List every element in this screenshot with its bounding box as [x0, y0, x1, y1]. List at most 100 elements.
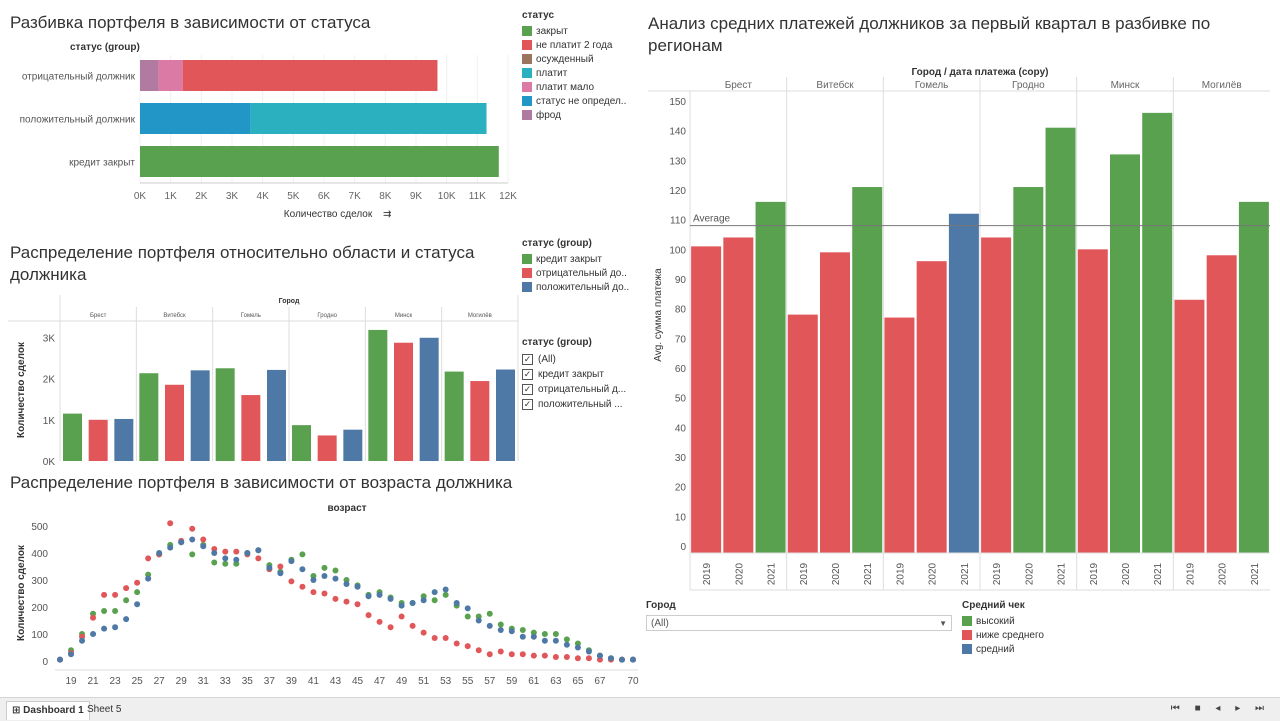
chart2-y-axis-label: Количество сделок — [16, 341, 27, 438]
status-group-legend-label: положительный до.. — [536, 281, 630, 293]
chart1-x-tick: 10K — [438, 191, 456, 202]
grid-icon: ⊞ — [12, 705, 24, 716]
chart3-point — [354, 601, 361, 608]
status-legend-swatch — [522, 40, 532, 50]
chart3-point — [442, 591, 449, 598]
chart3-point — [585, 648, 592, 655]
status-legend-label: осужденный — [536, 53, 594, 65]
chart3-point — [244, 550, 251, 556]
chart4-bar — [1174, 299, 1205, 553]
chart2-bar — [165, 384, 184, 461]
chart4-group-label: Витебск — [816, 79, 854, 91]
chart4-y-tick: 20 — [675, 483, 687, 494]
chart3-point — [607, 655, 614, 662]
chart3-x-tick: 59 — [506, 676, 518, 687]
status-legend-label: закрыт — [536, 25, 568, 37]
chart4-y-tick: 60 — [675, 364, 687, 375]
chart2-y-tick: 3K — [43, 333, 56, 344]
status-group-legend-item[interactable]: положительный до.. — [522, 280, 637, 294]
chart3-point — [178, 539, 185, 546]
age-scatter-chart[interactable]: возраст 0 100 200 300 400 500 19 21 23 25 27 29 31 33 3… — [0, 0, 640, 700]
chart3-point — [530, 633, 537, 640]
status-legend-swatch — [522, 68, 532, 78]
chart3-point — [519, 626, 526, 633]
chart3-point — [112, 591, 119, 598]
chart4-year-label: 2020 — [928, 562, 939, 585]
tab-sheet-5[interactable]: Sheet 5 — [82, 701, 126, 719]
status-group-legend-swatch — [522, 254, 532, 264]
chart3-point — [574, 644, 581, 651]
portfolio-status-bar-chart[interactable]: статус (group) 0K 1K 2K 3K 4K 5K 6K 7K 8K 9K 10K 11K… — [0, 0, 640, 240]
chart3-point — [563, 641, 570, 648]
chart3-x-tick: 19 — [65, 676, 77, 687]
chart3-point — [630, 656, 636, 663]
chart2-y-tick: 0K — [43, 457, 56, 468]
avg-check-legend-label: средний — [976, 643, 1015, 655]
chart1-bar-segment — [182, 60, 438, 91]
chart3-point — [321, 590, 328, 597]
status-legend-item[interactable]: статус не определ.. — [522, 94, 632, 108]
status-filter-option[interactable]: ✓ (All) — [522, 352, 637, 367]
chart3-point — [552, 653, 559, 660]
status-group-legend-item[interactable]: отрицательный до.. — [522, 266, 637, 280]
status-legend-item[interactable]: закрыт — [522, 24, 632, 38]
chart4-y-tick: 130 — [669, 156, 686, 167]
sheet-navigation-icons[interactable]: ⏮ ■ ◂ ▸ ⏭ — [1170, 703, 1270, 714]
chart3-point — [134, 579, 141, 586]
chart1-x-tick: 1K — [165, 191, 178, 202]
chart3-point — [486, 622, 493, 629]
chart3-point — [288, 558, 295, 565]
checkbox-icon[interactable]: ✓ — [522, 399, 533, 410]
status-legend-item[interactable]: платит — [522, 66, 632, 80]
chart3-x-tick: 39 — [286, 676, 298, 687]
chart3-point — [277, 563, 284, 570]
chart4-bar — [852, 187, 883, 554]
checkbox-icon[interactable]: ✓ — [522, 354, 533, 365]
chart3-point — [387, 624, 394, 631]
chart3-point — [134, 589, 141, 596]
status-group-legend-swatch — [522, 268, 532, 278]
avg-check-legend-item[interactable]: средний — [962, 642, 1082, 656]
status-legend-item[interactable]: фрод — [522, 108, 632, 122]
chart4-year-label: 2021 — [767, 562, 778, 585]
checkbox-icon[interactable]: ✓ — [522, 369, 533, 380]
avg-check-legend-label: высокий — [976, 615, 1015, 627]
status-legend-item[interactable]: не платит 2 года — [522, 38, 632, 52]
chart3-point — [222, 555, 229, 562]
chart3-point — [112, 624, 119, 631]
status-group-legend-item[interactable]: кредит закрыт — [522, 252, 637, 266]
chart4-bar — [916, 261, 947, 553]
chart4-group-label: Минск — [1111, 80, 1140, 91]
avg-check-legend-item[interactable]: ниже среднего — [962, 628, 1082, 642]
chart2-group-label: Брест — [90, 313, 107, 319]
status-filter-option[interactable]: ✓ кредит закрыт — [522, 367, 637, 382]
status-legend-swatch — [522, 82, 532, 92]
chart4-group-label: Могилёв — [1202, 80, 1242, 91]
chart3-point — [299, 583, 306, 590]
avg-check-legend-swatch — [962, 630, 972, 640]
chart3-point — [321, 564, 328, 571]
chart4-bar — [1013, 187, 1044, 554]
chart1-x-tick: 7K — [349, 191, 362, 202]
chart3-point — [618, 656, 625, 663]
chart2-bar — [368, 329, 388, 461]
avg-check-legend-item[interactable]: высокий — [962, 614, 1082, 628]
status-group-filter[interactable]: статус (group) ✓ (All) ✓ кредит закрыт ✓ отри… — [522, 337, 637, 412]
city-dropdown[interactable]: (All) ▼ — [646, 615, 952, 631]
chart1-row-label: положительный должник — [20, 115, 136, 126]
status-filter-option[interactable]: ✓ положительный ... — [522, 397, 637, 412]
status-legend-item[interactable]: платит мало — [522, 80, 632, 94]
chart1-row-label: отрицательный должник — [22, 72, 136, 83]
checkbox-icon[interactable]: ✓ — [522, 384, 533, 395]
region-status-bar-chart[interactable]: Город Брест Витебск Гомель Гродно Минск Могилё… — [0, 0, 640, 470]
chart3-point — [420, 597, 427, 604]
chart4-bar — [723, 237, 754, 553]
status-filter-option-label: кредит закрыт — [538, 369, 604, 380]
chart4-year-label: 2020 — [1024, 562, 1035, 585]
avg-payments-bar-chart[interactable]: Город / дата платежа (copy) 0 10 20 30 40 50 60… — [0, 0, 1280, 600]
tab-dashboard-1-label: Dashboard 1 — [23, 705, 84, 716]
status-legend-item[interactable]: осужденный — [522, 52, 632, 66]
status-filter-option[interactable]: ✓ отрицательный д... — [522, 382, 637, 397]
tab-dashboard-1[interactable]: ⊞ Dashboard 1 — [6, 701, 90, 720]
chart3-point — [563, 636, 570, 643]
